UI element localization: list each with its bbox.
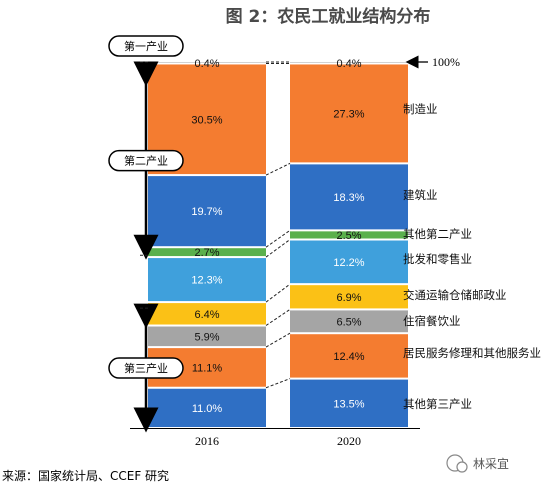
data-label: 12.2% [333, 257, 364, 269]
category-label: 建筑业 [403, 188, 438, 202]
bar-segment [290, 310, 408, 333]
bar-segment [290, 231, 408, 239]
source-note: 来源：国家统计局、CCEF 研究 [2, 468, 169, 483]
category-label: 居民服务修理和其他服务业 [403, 346, 541, 360]
bar-segment [148, 326, 266, 347]
connector-line [265, 309, 291, 326]
category-label: 其他第三产业 [403, 397, 472, 411]
data-label: 12.4% [333, 351, 364, 363]
data-label: 12.3% [191, 275, 222, 287]
group-label-primary: 第一产业 [124, 39, 168, 53]
bar-segment [148, 248, 266, 257]
group-label-primary-box [108, 35, 184, 57]
connector-line [265, 378, 291, 389]
data-label: 2.5% [336, 230, 361, 242]
data-label: 6.9% [336, 292, 361, 304]
group-label-secondary-box [108, 149, 184, 172]
connector-line [265, 332, 291, 348]
plot-area: 11.0% 11.1% 5.9% 6.4% 12.3% 2.7% 19.7% 30.5% 0.4… [108, 35, 541, 448]
data-label: 27.3% [333, 108, 364, 120]
category-label: 交通运输仓储邮政业 [403, 288, 507, 302]
bar-segment [290, 62, 408, 63]
bar-segment [148, 62, 266, 63]
bar-segment [290, 285, 408, 309]
bar-segment [290, 64, 408, 163]
bar-segment [148, 388, 266, 427]
x-tick-label: 2020 [337, 434, 361, 448]
data-label: 30.5% [191, 114, 222, 126]
data-label: 6.4% [194, 309, 219, 321]
bar-segment [290, 334, 408, 378]
bar-segment [148, 176, 266, 247]
data-label: 5.9% [194, 331, 219, 343]
bar-segment [290, 379, 408, 427]
group-label-secondary: 第二产业 [124, 154, 168, 168]
bar-segment [148, 258, 266, 302]
connector-line [265, 162, 291, 176]
data-label: 6.5% [336, 316, 361, 328]
data-label: 18.3% [333, 192, 364, 204]
group-label-tertiary-box [108, 357, 184, 379]
group-label-tertiary: 第三产业 [124, 361, 168, 375]
connector-line [265, 229, 291, 248]
x-tick-label: 2016 [195, 434, 219, 448]
wechat-icon-bubble [456, 461, 468, 473]
watermark: 林采宜 [446, 454, 509, 473]
data-label: 0.4% [194, 58, 219, 70]
chart-title: 图 2：农民工就业结构分布 [226, 6, 431, 27]
category-label: 其他第二产业 [403, 227, 472, 241]
data-label: 2.7% [194, 247, 219, 259]
data-label: 0.4% [336, 58, 361, 70]
category-label: 住宿餐饮业 [403, 314, 461, 328]
data-label: 11.0% [192, 403, 223, 415]
bar-segment [148, 303, 266, 325]
data-label: 13.5% [333, 398, 364, 410]
watermark-text: 林采宜 [473, 456, 509, 471]
bar-segment [290, 240, 408, 284]
connector-line [265, 239, 291, 258]
category-label: 批发和零售业 [403, 252, 472, 266]
bar-segment [290, 164, 408, 230]
category-label: 制造业 [403, 102, 438, 116]
connector-line [265, 283, 291, 303]
data-label: 19.7% [191, 206, 222, 218]
data-label: 11.1% [192, 362, 223, 374]
top-marker-label: 100% [432, 55, 460, 69]
